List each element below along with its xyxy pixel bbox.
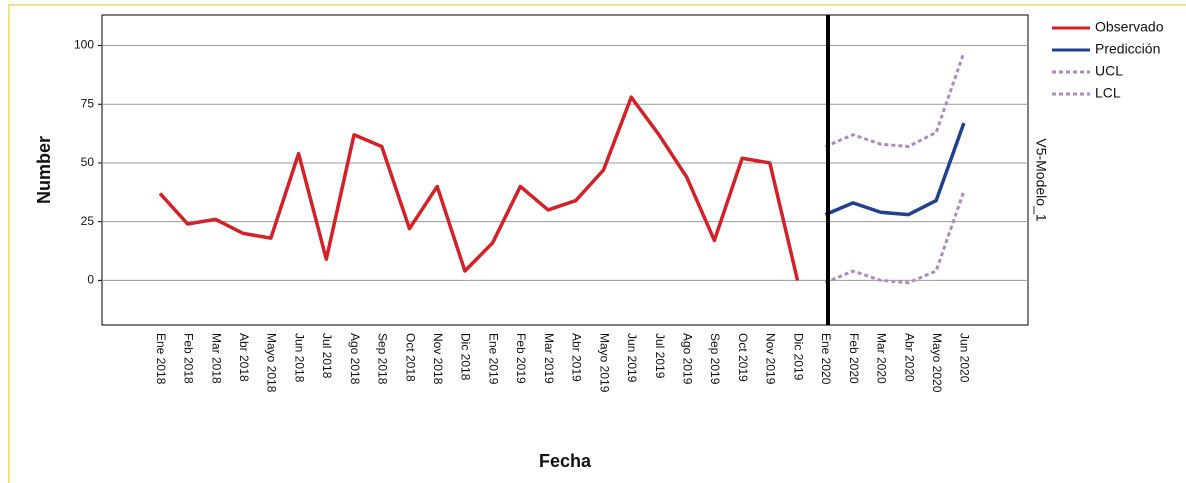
- x-tick-label: Mayo 2020: [930, 333, 944, 393]
- plot-area: [101, 14, 1029, 326]
- x-tick-label: Feb 2019: [514, 333, 528, 384]
- x-tick-label: Abr 2019: [570, 333, 584, 382]
- x-tick-label: Jul 2019: [653, 333, 667, 379]
- y-tick-label: 0: [87, 273, 94, 287]
- x-tick-label: Ago 2019: [681, 333, 695, 385]
- x-tick-label: Mar 2018: [209, 333, 223, 384]
- x-tick-label: Mayo 2018: [265, 333, 279, 393]
- x-tick-label: Dic 2018: [459, 333, 473, 381]
- y-tick-label: 50: [81, 155, 95, 169]
- y-axis-label: Number: [34, 136, 54, 204]
- x-tick-label: Oct 2018: [403, 333, 417, 382]
- x-tick-label: Dic 2019: [791, 333, 805, 381]
- series: [158, 52, 966, 285]
- x-tick-label: Abr 2020: [902, 333, 916, 382]
- legend-label: Predicción: [1095, 41, 1160, 57]
- x-tick-label: Mar 2019: [542, 333, 556, 384]
- x-tick-label: Abr 2018: [237, 333, 251, 382]
- grid: [102, 45, 1028, 281]
- x-tick-label: Nov 2019: [764, 333, 778, 385]
- series-line: [824, 190, 966, 285]
- y-tick-label: 75: [81, 96, 95, 110]
- series-line: [824, 52, 966, 149]
- legend-label: Observado: [1095, 19, 1164, 35]
- x-tick-label: Jun 2020: [958, 333, 972, 383]
- x-tick-label: Feb 2018: [182, 333, 196, 384]
- x-tick-label: Jun 2019: [625, 333, 639, 383]
- x-axis-label: Fecha: [539, 451, 592, 471]
- x-tick-label: Ago 2018: [348, 333, 362, 385]
- side-label: V5-Modelo_1: [1033, 138, 1049, 221]
- x-tick-label: Mayo 2019: [597, 333, 611, 393]
- series-line: [824, 122, 966, 217]
- y-tick-label: 100: [74, 38, 94, 52]
- x-tick-label: Ene 2019: [486, 333, 500, 385]
- x-tick-label: Sep 2018: [376, 333, 390, 385]
- x-tick-label: Ene 2020: [819, 333, 833, 385]
- x-tick-label: Nov 2018: [431, 333, 445, 385]
- series-line: [158, 95, 800, 281]
- x-tick-label: Jun 2018: [292, 333, 306, 383]
- x-tick-label: Sep 2019: [708, 333, 722, 385]
- legend-label: UCL: [1095, 63, 1123, 79]
- x-tick-label: Jul 2018: [320, 333, 334, 379]
- legend-label: LCL: [1095, 85, 1121, 101]
- y-tick-label: 25: [81, 214, 95, 228]
- x-tick-label: Oct 2019: [736, 333, 750, 382]
- x-tick-label: Ene 2018: [154, 333, 168, 385]
- x-tick-label: Mar 2020: [875, 333, 889, 384]
- x-tick-label: Feb 2020: [847, 333, 861, 384]
